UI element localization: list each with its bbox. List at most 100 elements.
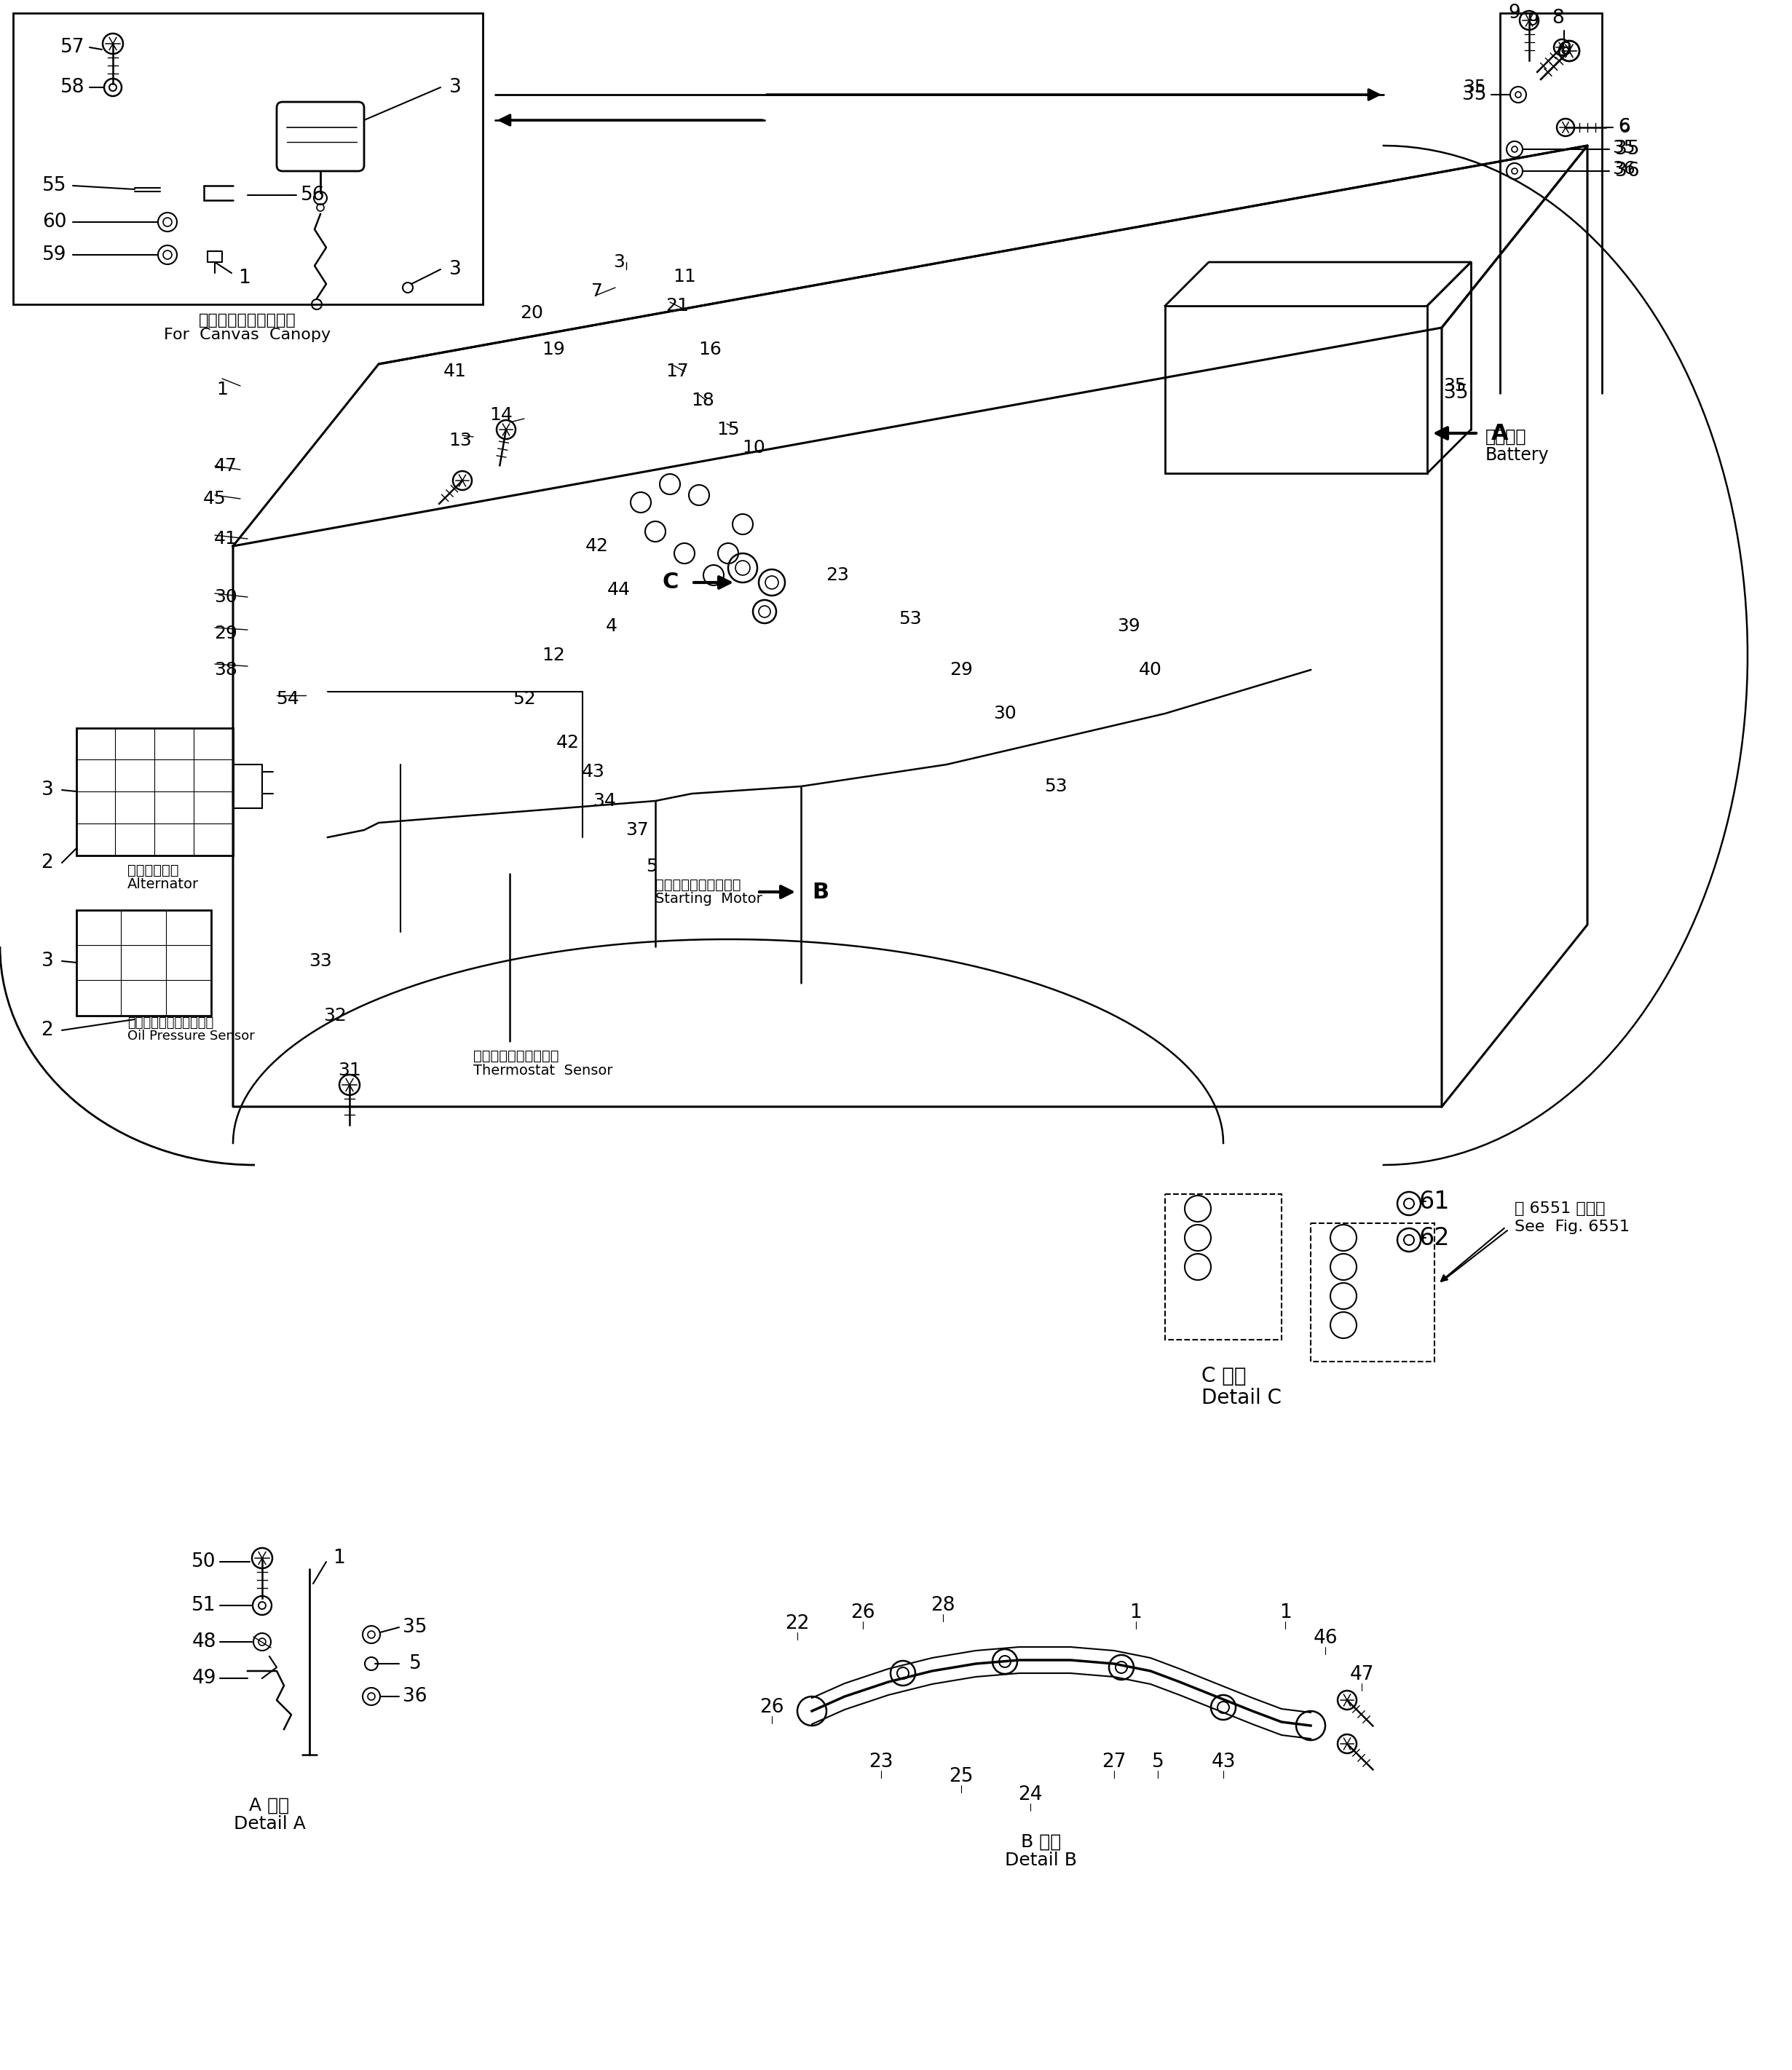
Text: 43: 43	[1211, 1753, 1235, 1772]
Text: 60: 60	[43, 213, 66, 232]
Text: 50: 50	[192, 1552, 217, 1571]
Text: 34: 34	[593, 793, 616, 809]
Text: Detail B: Detail B	[1005, 1851, 1077, 1869]
Text: 3: 3	[450, 79, 461, 97]
Text: オルタネータ: オルタネータ	[127, 863, 179, 878]
Bar	[1165, 306, 1426, 474]
Text: 27: 27	[1102, 1753, 1127, 1772]
Text: 3: 3	[41, 952, 54, 971]
Text: 23: 23	[826, 567, 849, 584]
Text: 5: 5	[1152, 1753, 1163, 1772]
Text: 29: 29	[213, 625, 237, 642]
Text: 15: 15	[717, 420, 740, 439]
Text: 18: 18	[692, 391, 715, 410]
Text: 10: 10	[742, 439, 765, 457]
Text: 9: 9	[1509, 4, 1521, 23]
Text: 38: 38	[213, 660, 237, 679]
Text: 1: 1	[1129, 1604, 1142, 1623]
Text: 22: 22	[785, 1615, 810, 1633]
Bar	[13, 12, 482, 304]
Text: 29: 29	[950, 660, 973, 679]
Text: 2: 2	[41, 1021, 54, 1039]
Text: 53: 53	[898, 611, 921, 627]
Bar	[1310, 1223, 1434, 1362]
Text: 42: 42	[556, 735, 579, 751]
Text: 7: 7	[591, 282, 602, 300]
Text: 35: 35	[1444, 383, 1468, 404]
Text: 1: 1	[217, 381, 228, 397]
Text: 45: 45	[202, 491, 226, 507]
Text: 14: 14	[489, 406, 513, 424]
Text: 6: 6	[1618, 118, 1631, 137]
Text: 39: 39	[1116, 617, 1140, 635]
Text: 42: 42	[586, 538, 609, 555]
Text: 5: 5	[645, 857, 658, 876]
Text: 23: 23	[869, 1753, 892, 1772]
Text: Oil Pressure Sensor: Oil Pressure Sensor	[127, 1029, 254, 1043]
Text: Battery: Battery	[1486, 447, 1550, 464]
Text: 28: 28	[930, 1596, 955, 1615]
Text: 47: 47	[1349, 1664, 1374, 1685]
Text: 11: 11	[674, 267, 695, 286]
Text: スターティングモータ: スターティングモータ	[656, 878, 740, 892]
Text: 35: 35	[1613, 139, 1636, 157]
Text: オイルプレッシャセンサ: オイルプレッシャセンサ	[127, 1016, 213, 1029]
Text: 53: 53	[1045, 778, 1068, 795]
Text: 3: 3	[41, 780, 54, 799]
Text: 49: 49	[192, 1668, 217, 1687]
Text: 54: 54	[276, 689, 299, 708]
Text: 36: 36	[1615, 161, 1640, 180]
Text: 58: 58	[61, 79, 84, 97]
Text: 13: 13	[448, 433, 471, 449]
Text: C 詳細: C 詳細	[1201, 1366, 1245, 1387]
Text: Detail A: Detail A	[233, 1815, 305, 1832]
Text: 48: 48	[192, 1633, 217, 1652]
Text: 3: 3	[450, 261, 461, 279]
Text: 2: 2	[41, 853, 54, 871]
Bar	[233, 764, 262, 807]
Text: 1: 1	[1279, 1604, 1292, 1623]
Bar	[77, 911, 211, 1016]
Text: 36: 36	[403, 1687, 426, 1706]
Text: 6: 6	[1618, 118, 1629, 135]
Text: 9: 9	[1527, 12, 1539, 29]
Text: Thermostat  Sensor: Thermostat Sensor	[473, 1064, 613, 1076]
Text: 8: 8	[1552, 8, 1564, 27]
Text: 12: 12	[541, 646, 564, 664]
Text: 55: 55	[43, 176, 66, 195]
Text: A 詳細: A 詳細	[249, 1797, 290, 1815]
Text: 35: 35	[1443, 377, 1466, 395]
Text: Detail C: Detail C	[1201, 1387, 1281, 1408]
Text: 40: 40	[1140, 660, 1161, 679]
Text: B 詳細: B 詳細	[1021, 1834, 1061, 1851]
Text: 61: 61	[1419, 1190, 1450, 1213]
Text: 41: 41	[213, 530, 237, 549]
Text: 57: 57	[61, 37, 84, 56]
Text: 26: 26	[851, 1604, 874, 1623]
Text: 37: 37	[625, 822, 649, 838]
Text: 25: 25	[950, 1768, 973, 1786]
Text: バッテリ: バッテリ	[1486, 428, 1527, 445]
Text: For  Canvas  Canopy: For Canvas Canopy	[165, 327, 332, 342]
Text: 第 6551 図参照: 第 6551 図参照	[1514, 1201, 1606, 1215]
Text: 35: 35	[1462, 79, 1486, 95]
Text: 1: 1	[333, 1548, 344, 1567]
Text: C: C	[663, 571, 679, 592]
Text: 3: 3	[613, 253, 625, 271]
Text: 47: 47	[213, 457, 237, 474]
Text: 41: 41	[443, 362, 466, 381]
Text: 35: 35	[1615, 141, 1640, 159]
Text: 33: 33	[308, 952, 332, 971]
Text: See  Fig. 6551: See Fig. 6551	[1514, 1219, 1629, 1234]
Text: 62: 62	[1419, 1225, 1450, 1250]
Text: 59: 59	[43, 246, 66, 265]
Text: 21: 21	[665, 298, 688, 315]
Text: 43: 43	[582, 764, 606, 780]
Text: 20: 20	[520, 304, 543, 321]
Text: 31: 31	[339, 1062, 360, 1078]
Text: 1: 1	[238, 269, 251, 288]
Bar	[1165, 1194, 1281, 1339]
Text: 5: 5	[409, 1654, 421, 1673]
Text: 4: 4	[606, 617, 618, 635]
Text: Starting  Motor: Starting Motor	[656, 892, 762, 907]
